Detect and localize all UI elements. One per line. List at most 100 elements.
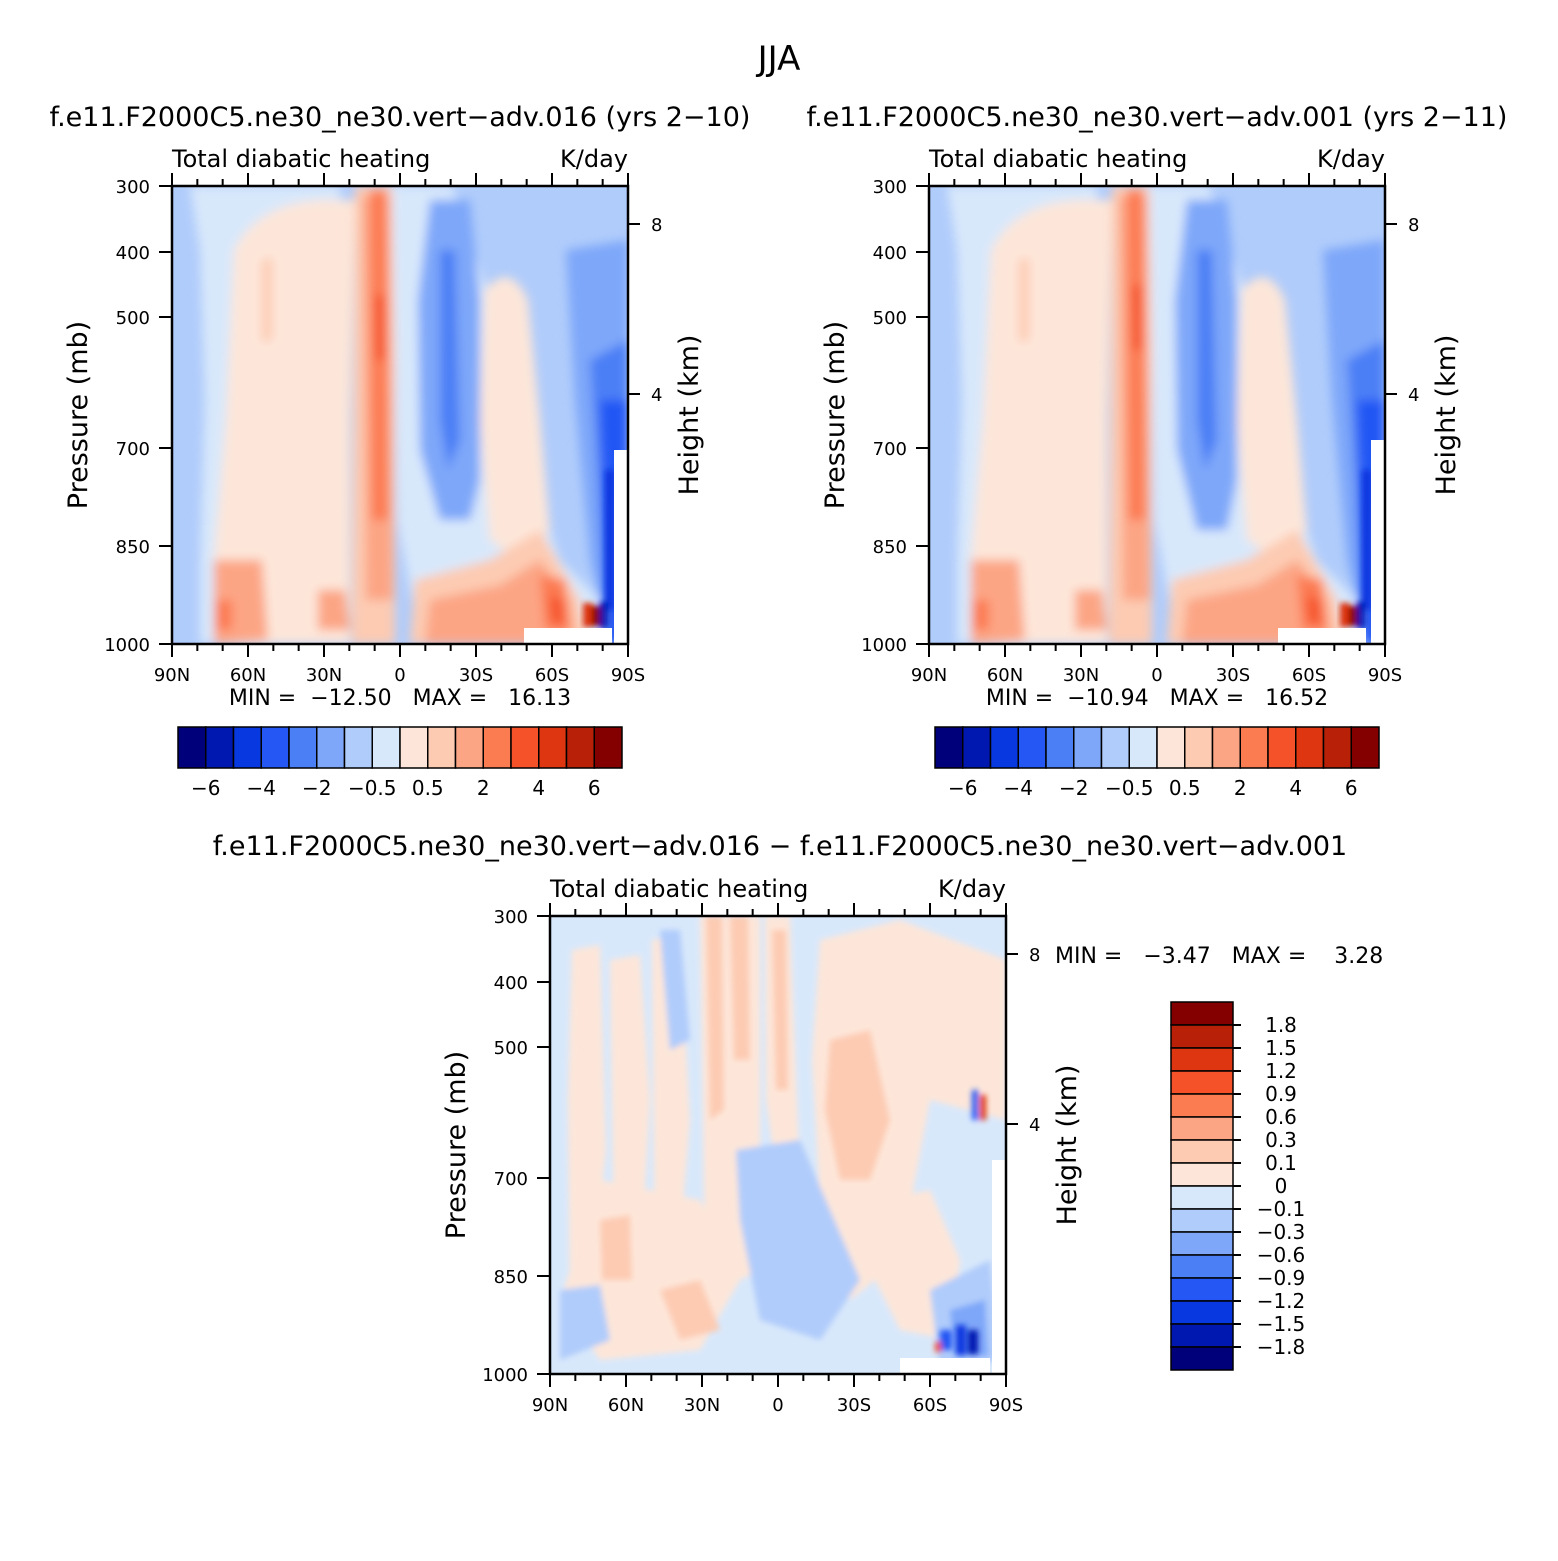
colorbar-swatch [565, 726, 595, 769]
colorbar-swatch [1211, 726, 1241, 769]
lat-label: 0 [394, 665, 405, 686]
colorbar-swatch [1170, 1346, 1234, 1371]
colorbar-label: −1.8 [1257, 1335, 1306, 1359]
lat-label: 60S [1292, 665, 1326, 686]
panel-3-lat-labels: 90N 60N 30N 0 30S 60S 90S [532, 1395, 1023, 1416]
pressure-label: 300 [494, 907, 528, 928]
colorbar-swatch [427, 726, 457, 769]
colorbar-label: 0.9 [1265, 1082, 1297, 1106]
height-label: 8 [1408, 215, 1419, 236]
colorbar-swatch [1170, 1024, 1234, 1049]
pressure-label: 850 [116, 537, 150, 558]
colorbar-label: −0.1 [1257, 1197, 1306, 1221]
colorbar-swatch [1295, 726, 1325, 769]
lat-label: 60N [230, 665, 266, 686]
panel-3-title: f.e11.F2000C5.ne30_ne30.vert−adv.016 − f… [213, 831, 1348, 862]
panel-2-left-string: Total diabatic heating [928, 145, 1187, 173]
panel-3-ylabel: Pressure (mb) [441, 1051, 472, 1239]
panel-3-ylabel-right: Height (km) [1052, 1065, 1083, 1226]
lat-label: 0 [1151, 665, 1162, 686]
panel-2-height-labels: 8 4 [1385, 215, 1419, 406]
lat-label: 90S [989, 1395, 1023, 1416]
colorbar-swatch [1128, 726, 1158, 769]
colorbar-label: −0.5 [348, 776, 397, 800]
height-label: 8 [1029, 945, 1040, 966]
colorbar-label: 0 [1275, 1174, 1288, 1198]
panel-3-units: K/day [938, 875, 1006, 903]
colorbar-swatch [1073, 726, 1103, 769]
panel-2-colorbar: −6 −4 −2 −0.5 0.5 2 4 6 [934, 726, 1380, 800]
colorbar-label: −0.5 [1105, 776, 1154, 800]
panel-1-lat-labels: 90N 60N 30N 0 30S 60S 90S [154, 665, 645, 686]
colorbar-label: 0.5 [412, 776, 444, 800]
colorbar-swatch [934, 726, 964, 769]
panel-2-min-max: MIN = −10.94 MAX = 16.52 [986, 686, 1328, 711]
pressure-label: 1000 [104, 635, 150, 656]
panel-3-colorbar: 1.81.51.20.90.60.30.10−0.1−0.3−0.6−0.9−1… [1170, 1001, 1306, 1371]
colorbar-swatch [1156, 726, 1186, 769]
colorbar-swatch [1045, 726, 1075, 769]
colorbar-label: 1.5 [1265, 1036, 1297, 1060]
colorbar-swatch [1170, 1162, 1234, 1187]
panel-1-colorbar: −6 −4 −2 −0.5 0.5 2 4 6 [177, 726, 623, 800]
colorbar-swatch [1184, 726, 1214, 769]
panel-1-title: f.e11.F2000C5.ne30_ne30.vert−adv.016 (yr… [50, 102, 751, 133]
colorbar-label: 0.1 [1265, 1151, 1297, 1175]
colorbar-swatch [989, 726, 1019, 769]
colorbar-swatch [1170, 1093, 1234, 1118]
panel-2-lat-labels: 90N 60N 30N 0 30S 60S 90S [911, 665, 1402, 686]
lat-label: 30N [684, 1395, 720, 1416]
colorbar-swatch [316, 726, 346, 769]
lat-label: 30S [1216, 665, 1250, 686]
height-label: 4 [1408, 385, 1419, 406]
colorbar-swatch [1170, 1139, 1234, 1164]
pressure-label: 1000 [861, 635, 907, 656]
lat-label: 60S [535, 665, 569, 686]
colorbar-swatch [1170, 1047, 1234, 1072]
pressure-label: 850 [873, 537, 907, 558]
lat-label: 90N [154, 665, 190, 686]
panel-1-ticks [159, 173, 629, 657]
colorbar-label: −1.5 [1257, 1312, 1306, 1336]
colorbar-swatch [1170, 1300, 1234, 1325]
pressure-label: 700 [873, 439, 907, 460]
colorbar-swatch [1170, 1231, 1234, 1256]
pressure-label: 400 [873, 243, 907, 264]
colorbar-label: 4 [532, 776, 545, 800]
lat-label: 90S [611, 665, 645, 686]
colorbar-swatch [288, 726, 318, 769]
colorbar-swatch [1322, 726, 1352, 769]
colorbar-label: 6 [588, 776, 601, 800]
colorbar-label: −6 [948, 776, 977, 800]
colorbar-swatch [205, 726, 235, 769]
panel-2-ylabel-right: Height (km) [1431, 335, 1462, 496]
colorbar-swatch [1170, 1116, 1234, 1141]
panel-3-ticks [537, 903, 1007, 1387]
lat-label: 30N [1063, 665, 1099, 686]
pressure-label: 1000 [482, 1365, 528, 1386]
colorbar-swatch [1267, 726, 1297, 769]
colorbar-swatch [1017, 726, 1047, 769]
lat-label: 90S [1368, 665, 1402, 686]
lat-label: 60N [987, 665, 1023, 686]
colorbar-swatch [1170, 1185, 1234, 1210]
colorbar-label: 2 [1234, 776, 1247, 800]
lat-label: 0 [772, 1395, 783, 1416]
panel-2-ylabel: Pressure (mb) [820, 321, 851, 509]
colorbar-label: 0.5 [1169, 776, 1201, 800]
colorbar-label: −6 [191, 776, 220, 800]
panel-1-ylabel-right: Height (km) [674, 335, 705, 496]
colorbar-swatch [343, 726, 373, 769]
panel-3-height-labels: 8 4 [1006, 945, 1040, 1136]
colorbar-label: −0.6 [1257, 1243, 1306, 1267]
colorbar-label: −1.2 [1257, 1289, 1306, 1313]
colorbar-swatch [371, 726, 401, 769]
colorbar-label: 2 [477, 776, 490, 800]
height-label: 8 [651, 215, 662, 236]
colorbar-swatch [1170, 1001, 1234, 1026]
colorbar-swatch [177, 726, 207, 769]
colorbar-label: −2 [1059, 776, 1088, 800]
pressure-label: 300 [873, 177, 907, 198]
lat-label: 90N [911, 665, 947, 686]
pressure-label: 500 [873, 308, 907, 329]
